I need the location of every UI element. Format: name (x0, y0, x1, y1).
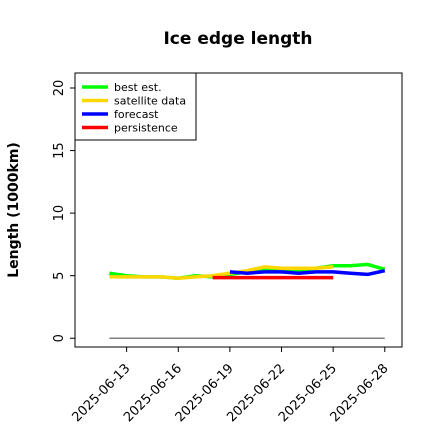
legend-label-best-est: best est. (114, 81, 162, 94)
legend: best est.satellite dataforecastpersisten… (74, 72, 197, 141)
y-tick-label: 20 (52, 80, 67, 97)
legend-label-persistence: persistence (114, 122, 178, 135)
series-line-forecast (229, 268, 386, 277)
legend-box (74, 72, 197, 141)
series-line-satellite-data (109, 265, 334, 280)
y-tick-label: 0 (52, 334, 67, 342)
y-axis-label: Length (1000km) (6, 142, 22, 278)
y-tick-label: 5 (52, 272, 67, 280)
y-tick-label: 15 (52, 142, 67, 159)
y-tick-label: 10 (52, 205, 67, 222)
plot-frame (74, 72, 403, 348)
chart-title: Ice edge length (163, 29, 312, 49)
legend-label-satellite-data: satellite data (114, 95, 186, 108)
legend-label-forecast: forecast (114, 108, 159, 121)
